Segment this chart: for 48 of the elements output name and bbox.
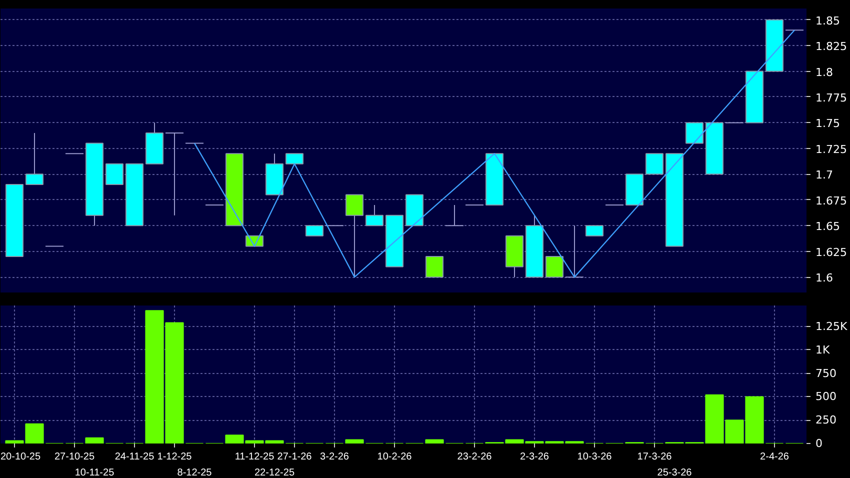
candlestick (165, 132, 184, 216)
x-tick-label: 25-3-26 (657, 468, 692, 478)
x-tick-label: 27-1-26 (277, 452, 312, 462)
y-tick-label: 1.725 (816, 142, 847, 156)
x-tick-label: 2-4-26 (760, 452, 790, 462)
y-tick-label: 1.85 (816, 14, 840, 28)
candlestick (586, 225, 604, 236)
y-tick-label: 250 (816, 414, 836, 427)
candlestick (26, 132, 44, 185)
y-tick-label: 0 (816, 437, 822, 450)
x-tick-label: 1-12-25 (157, 452, 192, 462)
x-tick-label: 10-11-25 (74, 468, 115, 478)
candlestick (426, 256, 444, 278)
candlestick (346, 194, 364, 278)
candlestick (546, 256, 564, 278)
x-tick-label: 10-3-26 (577, 452, 612, 462)
x-tick-label: 17-3-26 (637, 452, 672, 462)
candlestick (686, 122, 704, 144)
x-tick-label: 27-10-25 (54, 452, 95, 462)
x-tick-label: 11-12-25 (234, 452, 275, 462)
y-tick-label: 1.25K (816, 320, 848, 334)
y-tick-label: 1.675 (816, 194, 847, 208)
candlestick (106, 163, 124, 185)
x-tick-label: 24-11-25 (114, 452, 155, 462)
y-tick-label: 1.8 (816, 66, 833, 79)
x-tick-label: 2-3-26 (520, 452, 550, 462)
line-series (194, 30, 796, 278)
y-tick-label: 500 (816, 390, 836, 404)
x-tick-label: 3-2-26 (320, 452, 350, 462)
x-tick-label: 8-12-25 (177, 468, 212, 478)
y-tick-label: 1.75 (816, 117, 840, 130)
y-tick-label: 1.65 (816, 220, 840, 234)
candlestick (565, 225, 584, 278)
x-tick-label: 10-2-26 (377, 452, 412, 462)
x-tick-label: 23-2-26 (457, 452, 492, 462)
y-tick-label: 1.775 (816, 91, 847, 104)
y-tick-label: 1.6 (816, 272, 833, 285)
y-tick-label: 1K (816, 343, 830, 356)
candlestick (445, 204, 464, 226)
y-tick-label: 1.625 (816, 246, 847, 259)
x-tick-label: 20-10-25 (0, 452, 41, 462)
candlestick (646, 153, 664, 175)
y-tick-label: 1.825 (816, 40, 847, 54)
y-tick-label: 750 (816, 366, 836, 380)
x-tick-label: 22-12-25 (254, 468, 295, 478)
candlestick (306, 225, 324, 236)
candlestick (366, 204, 384, 226)
y-tick-label: 1.7 (816, 168, 833, 182)
